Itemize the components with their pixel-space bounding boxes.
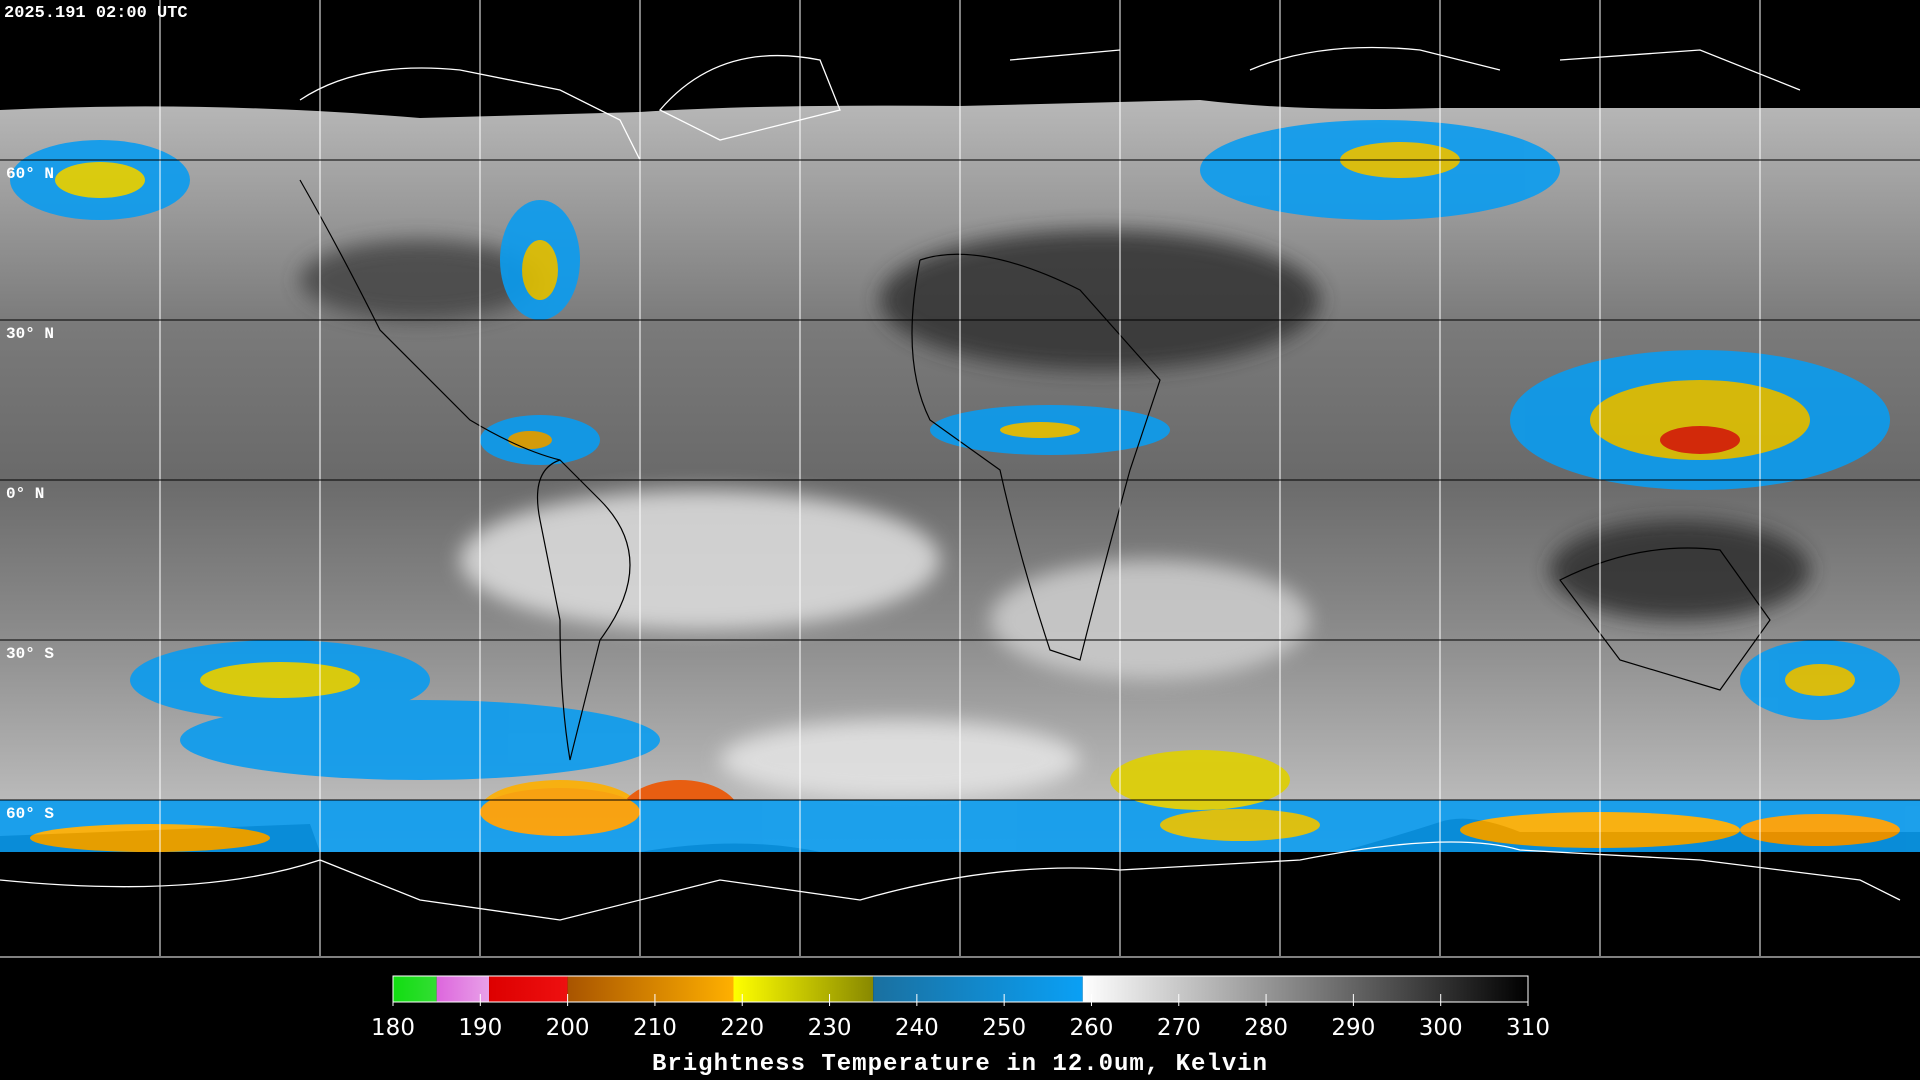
colorbar-tick-label: 310	[1506, 1015, 1550, 1041]
latitude-label: 60° N	[6, 165, 54, 183]
colorbar-tick-label: 200	[546, 1015, 590, 1041]
colorbar-frame	[392, 975, 1529, 1003]
graticule	[0, 0, 1920, 958]
latitude-label: 0° N	[6, 485, 44, 503]
colorbar-segment	[733, 976, 874, 1002]
colorbar-tick-label: 300	[1419, 1015, 1463, 1041]
colorbar-tick-label: 180	[371, 1015, 415, 1041]
colorbar-tick-label: 270	[1157, 1015, 1201, 1041]
colorbar-tick-label: 280	[1244, 1015, 1288, 1041]
colorbar-tick-label: 190	[458, 1015, 502, 1041]
colorbar-tick-label: 220	[720, 1015, 764, 1041]
latitude-label: 60° S	[6, 805, 54, 823]
colorbar-segment	[393, 976, 437, 1002]
colorbar-tick-label: 240	[895, 1015, 939, 1041]
coastlines	[0, 46, 1901, 921]
colorbar-tick-label: 290	[1331, 1015, 1375, 1041]
colorbar-tick-label: 250	[982, 1015, 1026, 1041]
colorbar-segment	[873, 976, 1083, 1002]
colorbar: 180 190 200 210 220 230 240 250 260 270 280 290 300 3…	[371, 975, 1550, 1041]
latitude-labels: 60° N 30° N 0° N 30° S 60° S	[6, 165, 54, 823]
colorbar-tick-label: 210	[633, 1015, 677, 1041]
colorbar-segment	[436, 976, 490, 1002]
colorbar-segment	[1082, 976, 1528, 1002]
timestamp: 2025.191 02:00 UTC	[4, 4, 188, 23]
latitude-label: 30° S	[6, 645, 54, 663]
latitude-label: 30° N	[6, 325, 54, 343]
colorbar-segment	[567, 976, 734, 1002]
colorbar-tick-label: 260	[1070, 1015, 1114, 1041]
colorbar-tick-label: 230	[808, 1015, 852, 1041]
colorbar-title: Brightness Temperature in 12.0um, Kelvin	[652, 1051, 1268, 1078]
colorbar-segment	[489, 976, 568, 1002]
